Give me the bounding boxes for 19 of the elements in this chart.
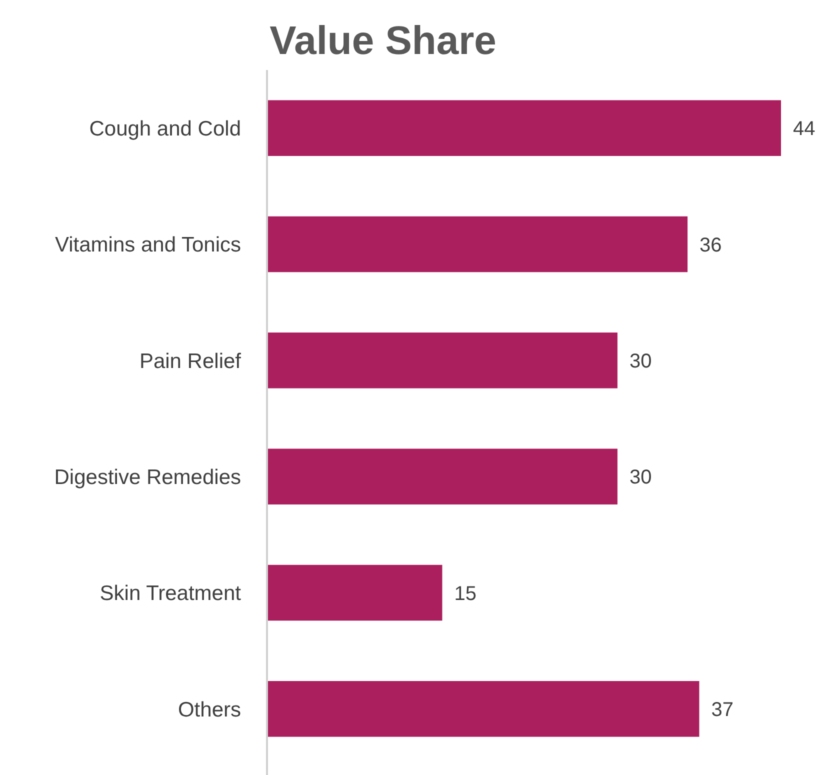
- data-label: 44: [793, 118, 816, 140]
- y-tick-label: Vitamins and Tonics: [55, 234, 241, 257]
- bar: [267, 332, 618, 388]
- data-label: 30: [629, 350, 652, 372]
- y-tick-label: Skin Treatment: [100, 582, 242, 606]
- data-label: 30: [629, 466, 652, 489]
- y-tick-label: Pain Relief: [139, 350, 242, 373]
- y-tick-label: Others: [178, 698, 241, 722]
- chart-title: Value Share: [270, 19, 496, 63]
- bar: [267, 681, 700, 737]
- data-label: 36: [700, 234, 722, 256]
- bar: [267, 216, 688, 272]
- data-label: 37: [711, 698, 734, 721]
- y-tick-label: Digestive Remedies: [54, 466, 241, 489]
- data-label: 15: [454, 582, 476, 605]
- bar: [267, 100, 781, 156]
- bar: [267, 448, 618, 504]
- y-tick-label: Cough and Cold: [89, 117, 241, 140]
- bar: [267, 564, 442, 621]
